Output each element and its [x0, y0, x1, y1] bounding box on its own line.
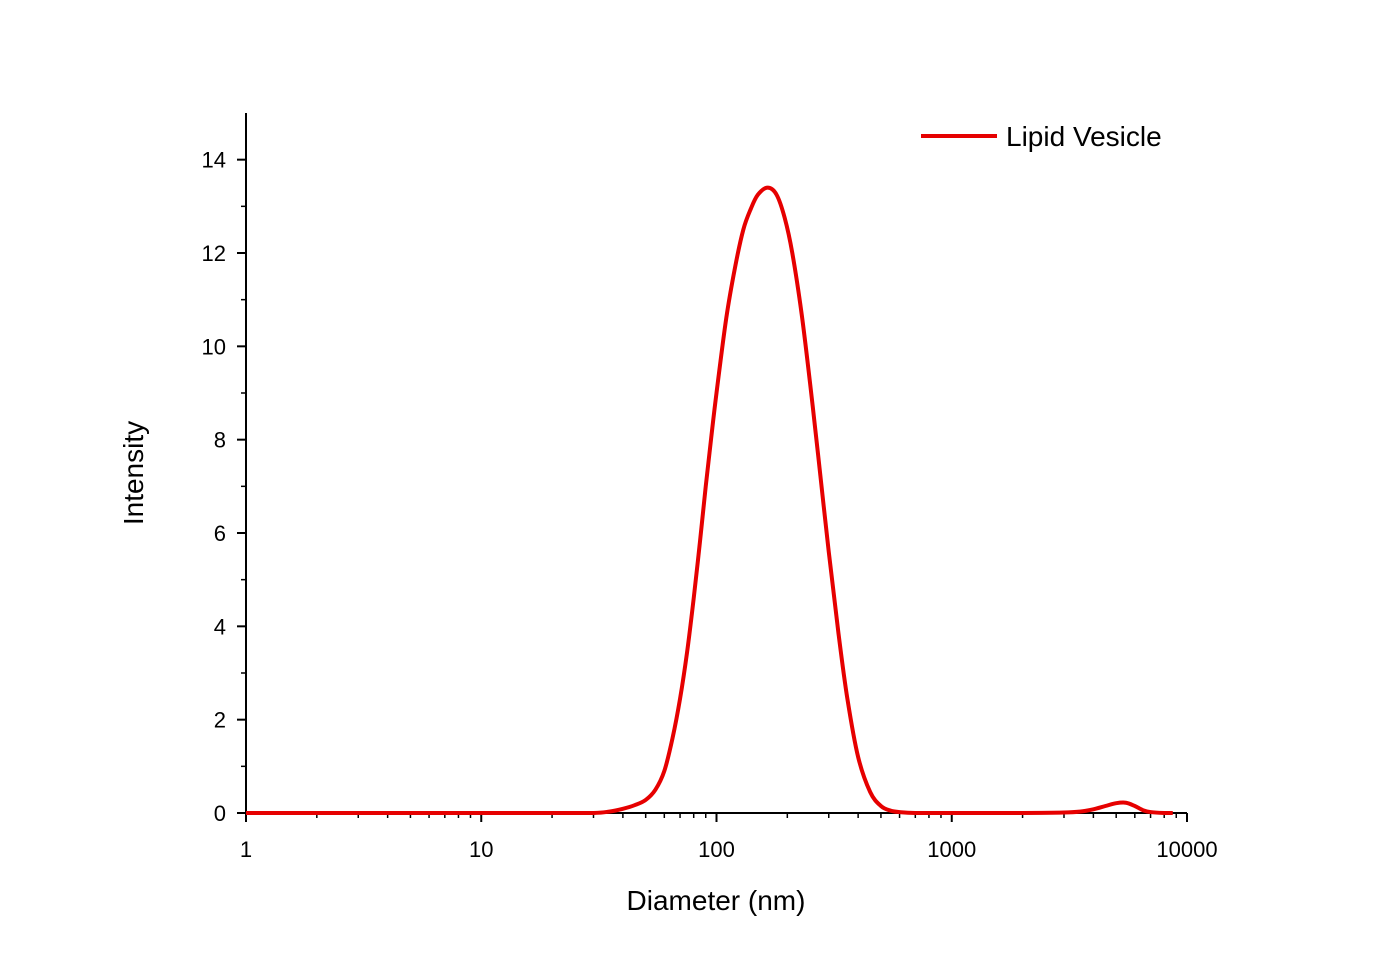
y-tick-label: 8 — [214, 428, 226, 453]
y-axis-title: Intensity — [118, 421, 149, 525]
x-tick-label: 1000 — [927, 837, 976, 862]
x-axis-title: Diameter (nm) — [627, 885, 806, 916]
series-line-lipid-vesicle — [246, 185, 1173, 816]
y-ticks: 0 2 4 6 8 10 12 14 — [202, 148, 246, 826]
axes — [245, 113, 1187, 814]
legend: Lipid Vesicle — [921, 121, 1162, 152]
series-layer — [246, 185, 1173, 816]
y-tick-label: 12 — [202, 241, 226, 266]
y-tick-label: 14 — [202, 148, 226, 173]
y-tick-label: 6 — [214, 521, 226, 546]
y-tick-label: 0 — [214, 801, 226, 826]
y-tick-label: 2 — [214, 708, 226, 733]
x-tick-label: 10000 — [1156, 837, 1217, 862]
x-tick-label: 1 — [240, 837, 252, 862]
y-tick-label: 10 — [202, 334, 226, 359]
x-tick-label: 10 — [469, 837, 493, 862]
x-ticks: 1 10 100 1000 10000 — [240, 813, 1218, 862]
x-tick-label: 100 — [698, 837, 735, 862]
legend-label-lipid-vesicle: Lipid Vesicle — [1006, 121, 1162, 152]
y-tick-label: 4 — [214, 614, 226, 639]
